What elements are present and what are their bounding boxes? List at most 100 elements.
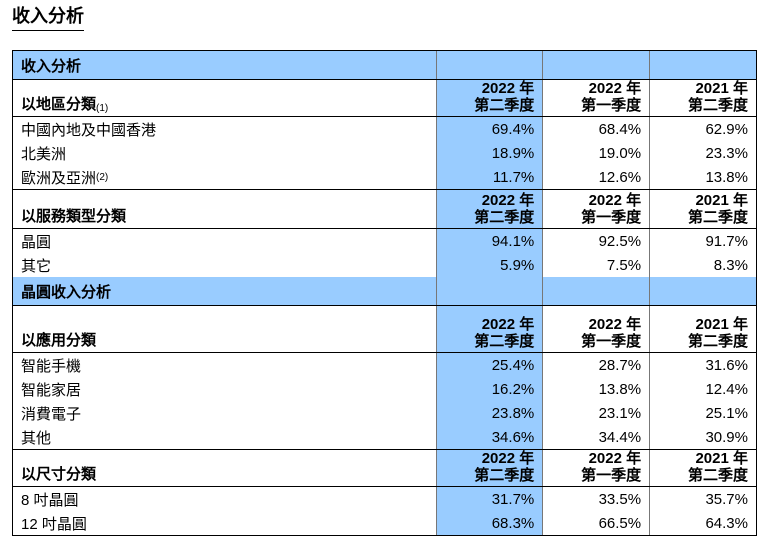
value: 8.3% [649, 253, 756, 277]
cell [436, 51, 543, 79]
column-header: 2022 年第二季度 [436, 450, 543, 486]
value: 12.6% [542, 165, 649, 189]
cell [649, 51, 756, 79]
cell [436, 277, 543, 305]
column-header-text: 2021 年第二季度 [688, 80, 748, 114]
cell [542, 277, 650, 305]
row-label: 消費電子 [21, 405, 82, 423]
column-header: 2022 年第二季度 [436, 190, 543, 228]
data-row: 晶圓 94.1% 92.5% 91.7% [13, 229, 756, 253]
year: 2022 年 [588, 316, 642, 333]
year: 2021 年 [695, 316, 748, 333]
column-header-text: 2022 年第一季度 [581, 450, 641, 484]
quarter: 第一季度 [581, 97, 642, 114]
row-label-cell: 消費電子 [13, 401, 436, 425]
value: 12.4% [649, 377, 756, 401]
value: 91.7% [649, 229, 756, 253]
row-label-cell: 其他 [13, 425, 436, 449]
value: 94.1% [436, 229, 543, 253]
column-header: 2022 年第一季度 [542, 450, 649, 486]
value: 25.1% [649, 401, 756, 425]
column-header: 2021 年第二季度 [649, 190, 756, 228]
year: 2022 年 [481, 192, 535, 209]
row-label: 晶圓 [21, 233, 52, 251]
group-label: 以服務類型分類 [21, 208, 127, 225]
column-header: 2022 年第二季度 [436, 306, 543, 352]
column-header-text: 2022 年第二季度 [474, 316, 534, 350]
quarter: 第二季度 [474, 333, 535, 350]
column-header: 2021 年第二季度 [649, 80, 756, 116]
value: 18.9% [436, 141, 543, 165]
quarter: 第二季度 [687, 209, 748, 226]
page-title: 收入分析 [12, 2, 84, 31]
value: 7.5% [542, 253, 649, 277]
group-label-cell: 以應用分類 [13, 306, 436, 352]
value: 34.4% [542, 425, 649, 449]
quarter: 第二季度 [474, 209, 535, 226]
value: 30.9% [649, 425, 756, 449]
group-label: 以尺寸分類 [21, 466, 97, 483]
value: 35.7% [649, 487, 756, 511]
row-label: 歐洲及亞洲 [21, 169, 97, 187]
column-header: 2022 年第二季度 [436, 80, 543, 116]
section-row: 晶圓收入分析 [13, 277, 756, 305]
row-label: 8 吋晶圓 [21, 491, 79, 509]
column-header-text: 2022 年第一季度 [581, 316, 641, 350]
row-label-cell: 智能手機 [13, 353, 436, 377]
column-header-text: 2021 年第二季度 [688, 316, 748, 350]
row-label: 智能家居 [21, 381, 82, 399]
year: 2022 年 [481, 450, 535, 467]
year: 2022 年 [588, 80, 642, 97]
year: 2021 年 [695, 80, 748, 97]
value: 31.6% [649, 353, 756, 377]
row-label-cell: 其它 [13, 253, 436, 277]
section-title: 收入分析 [13, 51, 437, 79]
column-header: 2021 年第二季度 [649, 306, 756, 352]
value: 68.4% [542, 117, 649, 141]
year: 2021 年 [695, 192, 748, 209]
value: 11.7% [436, 165, 543, 189]
group-header: 以服務類型分類 2022 年第二季度 2022 年第一季度 2021 年第二季度 [13, 189, 756, 229]
group-label-cell: 以尺寸分類 [13, 450, 436, 486]
value: 19.0% [542, 141, 649, 165]
group-label-cell: 以服務類型分類 [13, 190, 436, 228]
group-header: 以地區分類 (1) 2022 年第二季度 2022 年第一季度 2021 年第二季度 [13, 79, 756, 117]
column-header-text: 2022 年第二季度 [474, 80, 534, 114]
value: 13.8% [649, 165, 756, 189]
quarter: 第二季度 [687, 333, 748, 350]
data-row: 其他 34.6% 34.4% 30.9% [13, 425, 756, 449]
value: 23.3% [649, 141, 756, 165]
value: 25.4% [436, 353, 543, 377]
value: 13.8% [542, 377, 649, 401]
cell [542, 51, 650, 79]
value: 28.7% [542, 353, 649, 377]
value: 23.8% [436, 401, 543, 425]
row-label-cell: 歐洲及亞洲 (2) [13, 165, 436, 189]
data-row: 歐洲及亞洲 (2) 11.7% 12.6% 13.8% [13, 165, 756, 189]
group-header: 以應用分類 2022 年第二季度 2022 年第一季度 2021 年第二季度 [13, 305, 756, 353]
row-label: 中國內地及中國香港 [21, 121, 157, 139]
value: 16.2% [436, 377, 543, 401]
quarter: 第二季度 [474, 467, 535, 484]
data-row: 12 吋晶圓 68.3% 66.5% 64.3% [13, 511, 756, 535]
column-header-text: 2022 年第二季度 [474, 192, 534, 226]
column-header: 2022 年第一季度 [542, 306, 649, 352]
group-label: 以地區分類 [21, 96, 97, 113]
quarter: 第一季度 [581, 467, 642, 484]
row-label: 其它 [21, 257, 52, 275]
note: (1) [96, 103, 109, 114]
value: 34.6% [436, 425, 543, 449]
table: 收入分析 以地區分類 (1) 2022 年第二季度 2022 年第一季度 2021 年第二… [12, 50, 757, 536]
column-header: 2022 年第一季度 [542, 80, 649, 116]
row-label: 北美洲 [21, 145, 67, 163]
row-label: 其他 [21, 429, 52, 447]
data-row: 中國內地及中國香港 69.4% 68.4% 62.9% [13, 117, 756, 141]
row-label: 12 吋晶圓 [21, 515, 87, 533]
value: 62.9% [649, 117, 756, 141]
row-label-cell: 北美洲 [13, 141, 436, 165]
group-label: 以應用分類 [21, 332, 97, 349]
row-label-cell: 晶圓 [13, 229, 436, 253]
section-row: 收入分析 [13, 51, 756, 79]
data-row: 其它 5.9% 7.5% 8.3% [13, 253, 756, 277]
